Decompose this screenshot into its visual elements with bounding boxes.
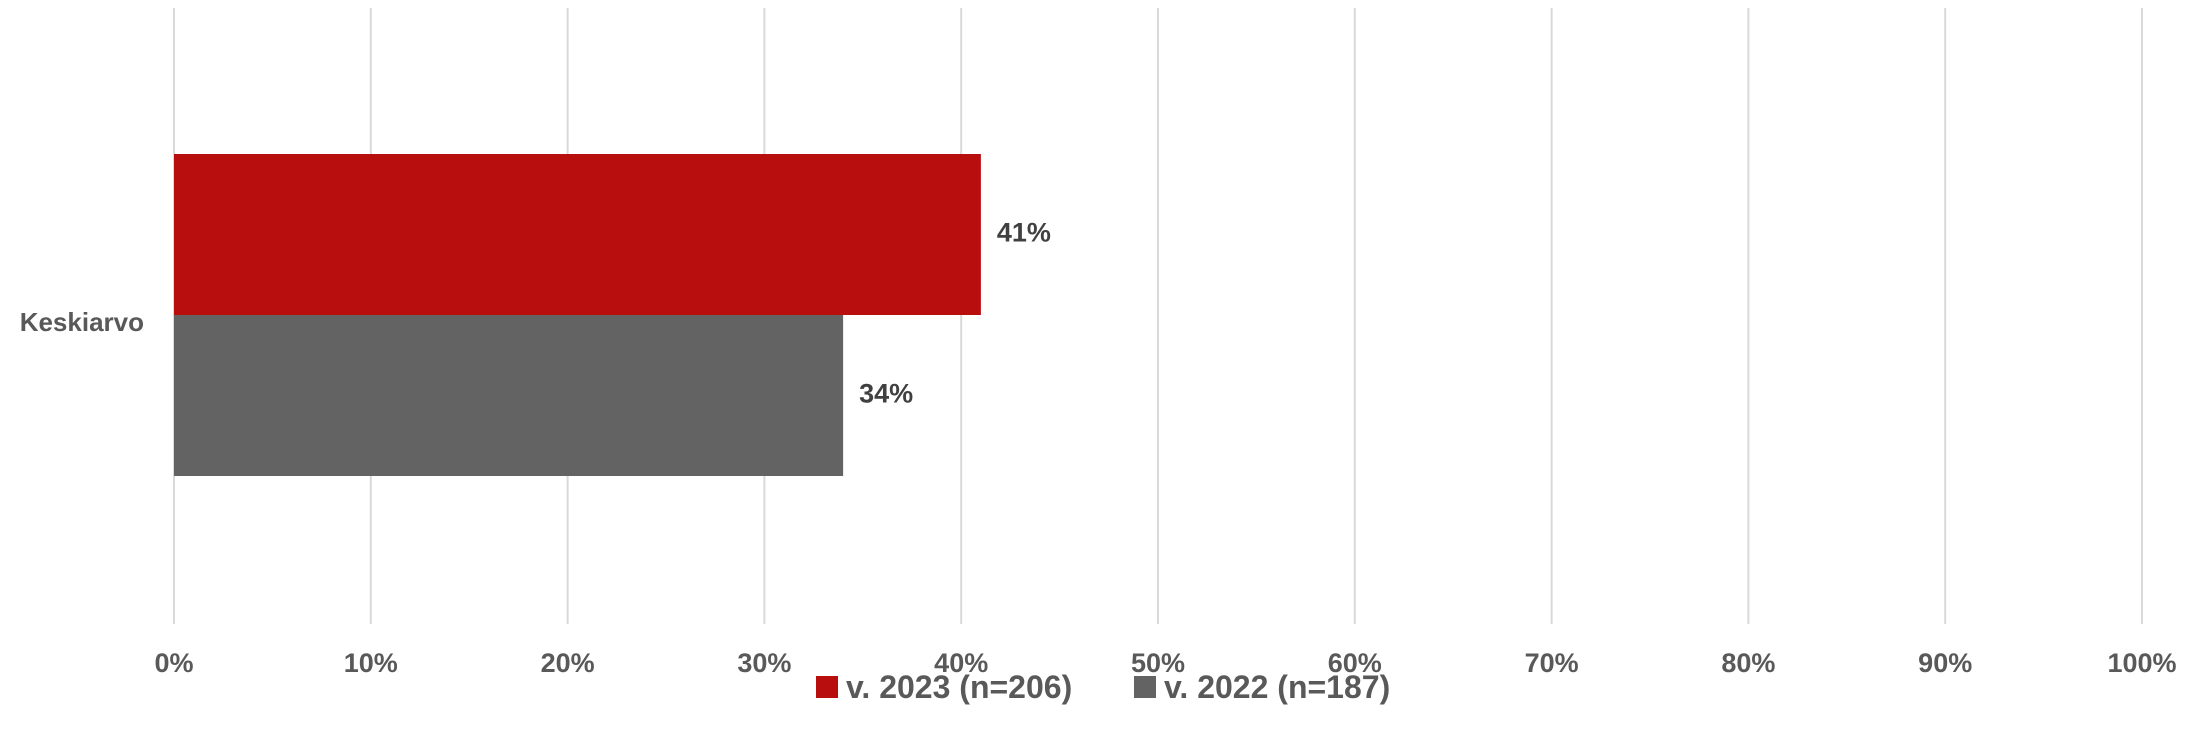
gridlines (173, 8, 2143, 624)
x-tick-label-20: 20% (541, 648, 595, 678)
x-tick-label-40: 40% (934, 648, 988, 678)
bar-series-0 (174, 154, 981, 315)
data-label-series-1: 34% (859, 379, 913, 409)
legend-swatch-2022 (1134, 676, 1156, 698)
x-axis-ticks: 0% 10% 20% 30% 40% 50% 60% 70% 80% 90% 100% (154, 648, 2176, 678)
x-tick-label-10: 10% (344, 648, 398, 678)
x-tick-label-80: 80% (1721, 648, 1775, 678)
x-tick-label-0: 0% (154, 648, 193, 678)
legend-swatch-2023 (816, 676, 838, 698)
x-tick-label-30: 30% (737, 648, 791, 678)
x-tick-label-70: 70% (1525, 648, 1579, 678)
category-label: Keskiarvo (20, 307, 144, 337)
legend-label-2023: v. 2023 (n=206) (846, 669, 1072, 705)
data-labels: 41% 34% (859, 218, 1051, 409)
bars (174, 154, 981, 476)
legend: v. 2023 (n=206) v. 2022 (n=187) (816, 669, 1390, 705)
x-tick-label-60: 60% (1328, 648, 1382, 678)
legend-label-2022: v. 2022 (n=187) (1164, 669, 1390, 705)
x-tick-label-100: 100% (2107, 648, 2176, 678)
bar-series-1 (174, 315, 844, 476)
x-tick-label-90: 90% (1918, 648, 1972, 678)
data-label-series-0: 41% (997, 218, 1051, 248)
x-tick-label-50: 50% (1131, 648, 1185, 678)
